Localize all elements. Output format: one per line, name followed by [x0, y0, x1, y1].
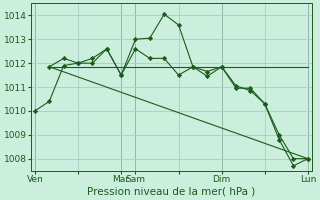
- X-axis label: Pression niveau de la mer( hPa ): Pression niveau de la mer( hPa ): [87, 187, 255, 197]
